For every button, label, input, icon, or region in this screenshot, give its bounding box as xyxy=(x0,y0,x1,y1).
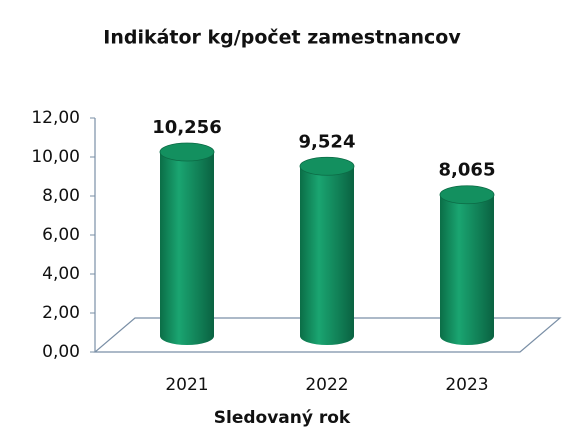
y-tick-label: 0,00 xyxy=(42,342,80,362)
x-tick-label: 2021 xyxy=(165,375,208,395)
x-tick-label: 2023 xyxy=(445,375,488,395)
value-label: 10,256 xyxy=(152,117,221,138)
y-tick-label: 12,00 xyxy=(31,108,80,128)
y-tick-label: 4,00 xyxy=(42,264,80,284)
y-tick-label: 6,00 xyxy=(42,225,80,245)
bar-top xyxy=(299,156,355,176)
bar-top xyxy=(159,142,215,162)
value-label: 9,524 xyxy=(299,131,356,152)
x-tick-label: 2022 xyxy=(305,375,348,395)
floor xyxy=(93,317,562,353)
bar xyxy=(300,157,354,345)
chart-title: Indikátor kg/počet zamestnancov xyxy=(103,27,461,49)
bar xyxy=(440,185,494,345)
y-tick-label: 8,00 xyxy=(42,186,80,206)
bar xyxy=(160,143,214,345)
y-tick-label: 2,00 xyxy=(42,303,80,323)
y-tick-label: 10,00 xyxy=(31,147,80,167)
value-label: 8,065 xyxy=(439,160,496,181)
x-axis-title: Sledovaný rok xyxy=(214,408,351,428)
bar-top xyxy=(439,185,495,205)
